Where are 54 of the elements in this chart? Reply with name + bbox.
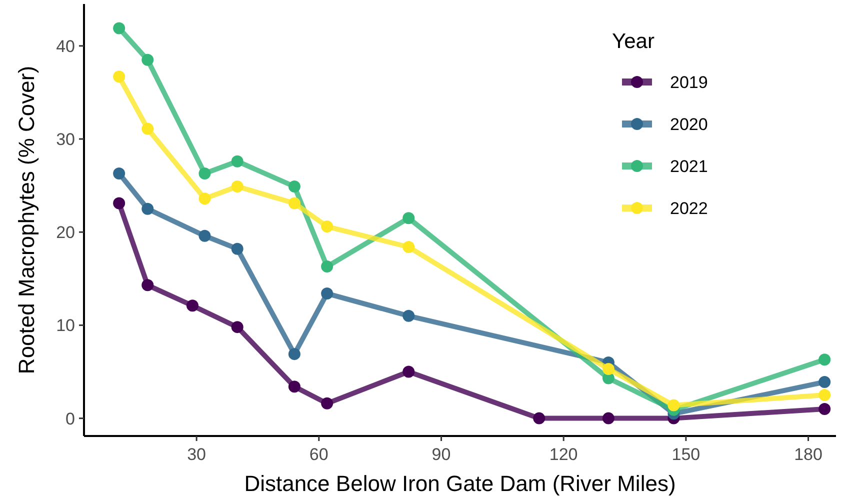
point [142, 202, 154, 215]
point [231, 242, 244, 255]
x-tick-label: 120 [549, 445, 578, 464]
legend-label: 2022 [670, 198, 708, 218]
point [321, 288, 334, 300]
point [288, 380, 300, 393]
y-tick-label: 10 [56, 316, 75, 336]
point [402, 310, 415, 322]
point [113, 22, 126, 34]
y-tick-label: 40 [56, 36, 75, 56]
x-tick-label: 60 [309, 445, 328, 464]
legend-title: Year [612, 30, 654, 53]
point [198, 192, 211, 205]
legend-label: 2020 [670, 114, 708, 134]
x-tick-label: 150 [672, 445, 700, 464]
point [142, 54, 154, 66]
x-tick-label: 90 [432, 445, 451, 464]
point [198, 167, 211, 180]
point [321, 220, 334, 233]
point [402, 366, 415, 378]
point [231, 180, 244, 192]
point [818, 354, 831, 366]
point [113, 167, 126, 180]
point [668, 399, 680, 412]
y-tick-label: 20 [56, 223, 75, 242]
point [533, 412, 546, 424]
point [321, 397, 334, 410]
point [186, 300, 198, 312]
y-axis-title: Rooted Macrophytes (% Cover) [14, 66, 39, 374]
point [142, 122, 154, 135]
x-tick-label: 180 [794, 445, 822, 464]
point [231, 155, 244, 168]
point [602, 362, 614, 375]
point [818, 376, 831, 388]
point [818, 403, 831, 415]
point [231, 321, 244, 334]
point [288, 180, 300, 192]
point [113, 197, 126, 210]
x-tick-label: 30 [187, 445, 206, 464]
point [142, 279, 154, 292]
legend-label: 2019 [670, 72, 708, 92]
y-tick-label: 0 [66, 409, 75, 428]
point [402, 212, 415, 224]
legend-label: 2021 [670, 156, 708, 176]
point [818, 389, 831, 402]
point [288, 348, 300, 360]
y-tick-label: 30 [56, 130, 75, 149]
point [288, 197, 300, 210]
x-axis-title: Distance Below Iron Gate Dam (River Miles) [244, 471, 676, 496]
point [321, 260, 334, 273]
point [402, 241, 415, 253]
point [198, 230, 211, 242]
point [602, 412, 614, 424]
point [113, 70, 126, 83]
